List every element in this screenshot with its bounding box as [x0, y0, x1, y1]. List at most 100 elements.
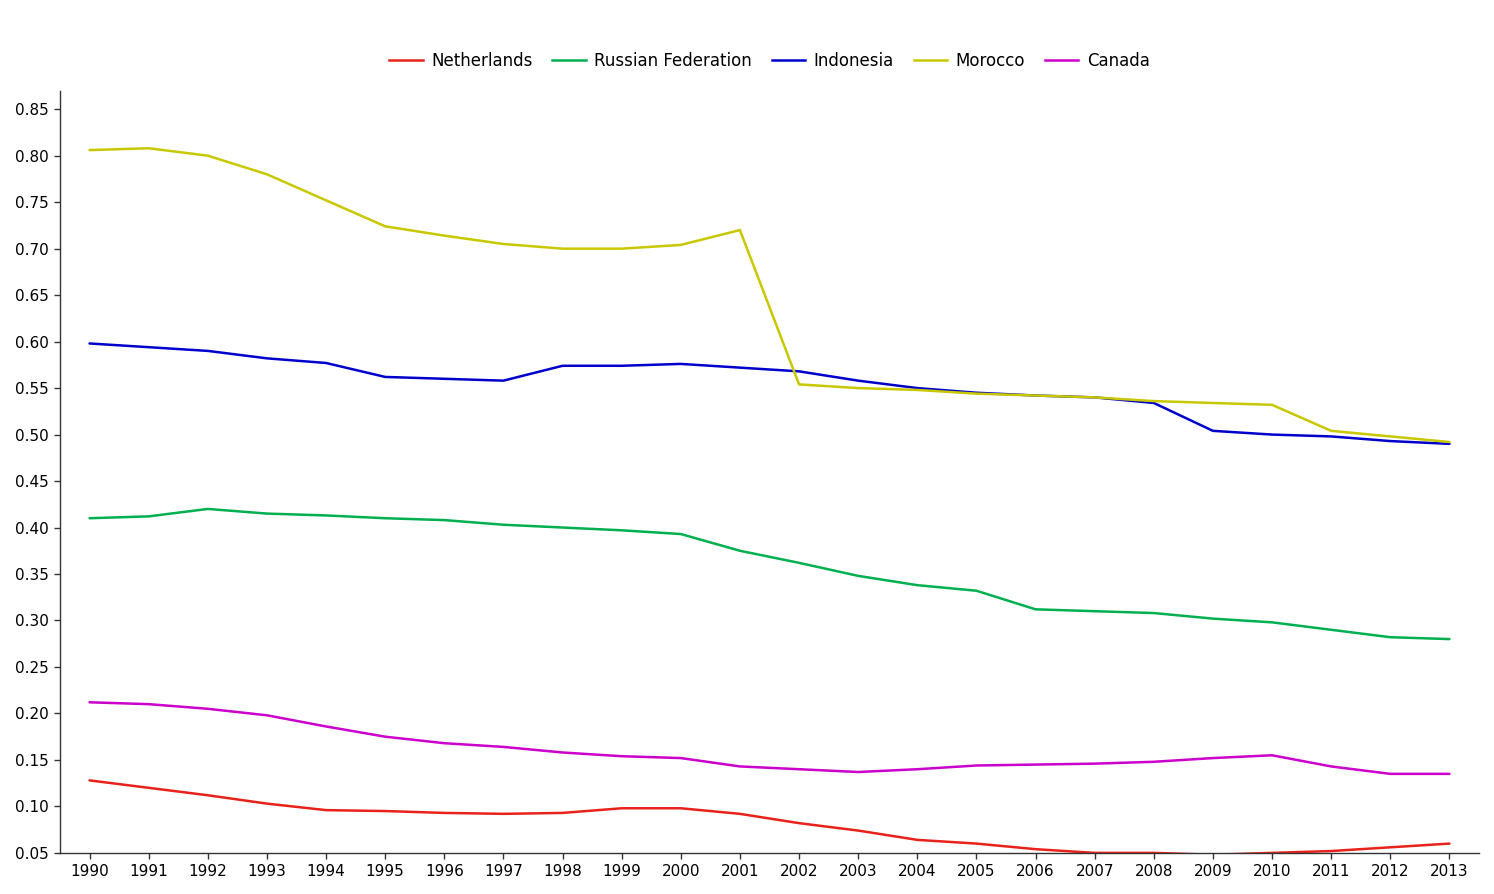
Morocco — [1086, 392, 1104, 402]
Russian Federation — [790, 558, 808, 569]
Russian Federation — [1026, 604, 1044, 615]
Canada — [908, 763, 926, 774]
Netherlands — [968, 839, 986, 849]
Netherlands — [849, 825, 867, 836]
Canada — [1382, 769, 1400, 780]
Morocco — [1144, 396, 1162, 407]
Netherlands — [317, 805, 335, 815]
Netherlands — [1026, 844, 1044, 855]
Line: Canada: Canada — [90, 703, 1449, 774]
Canada — [1322, 761, 1340, 772]
Canada — [554, 747, 572, 758]
Morocco — [968, 388, 986, 399]
Indonesia — [849, 375, 867, 386]
Line: Russian Federation: Russian Federation — [90, 509, 1449, 639]
Indonesia — [1204, 426, 1222, 436]
Netherlands — [140, 782, 158, 793]
Russian Federation — [1204, 613, 1222, 624]
Canada — [1026, 759, 1044, 770]
Indonesia — [1382, 435, 1400, 446]
Indonesia — [613, 360, 630, 371]
Morocco — [672, 240, 690, 250]
Morocco — [1204, 398, 1222, 409]
Canada — [258, 710, 276, 721]
Morocco — [790, 379, 808, 390]
Morocco — [1262, 400, 1280, 410]
Netherlands — [1204, 849, 1222, 860]
Canada — [81, 697, 99, 708]
Indonesia — [258, 353, 276, 364]
Russian Federation — [317, 510, 335, 521]
Line: Morocco: Morocco — [90, 148, 1449, 442]
Russian Federation — [495, 519, 512, 530]
Morocco — [435, 231, 453, 241]
Morocco — [495, 239, 512, 249]
Morocco — [81, 145, 99, 156]
Russian Federation — [1144, 608, 1162, 619]
Netherlands — [1144, 848, 1162, 858]
Netherlands — [258, 798, 276, 809]
Netherlands — [554, 807, 572, 818]
Russian Federation — [1322, 624, 1340, 635]
Canada — [1204, 753, 1222, 763]
Morocco — [613, 243, 630, 254]
Line: Indonesia: Indonesia — [90, 343, 1449, 443]
Morocco — [258, 169, 276, 180]
Netherlands — [495, 808, 512, 819]
Canada — [435, 738, 453, 748]
Indonesia — [790, 366, 808, 376]
Morocco — [1026, 390, 1044, 401]
Netherlands — [1262, 848, 1280, 858]
Canada — [790, 763, 808, 774]
Indonesia — [672, 358, 690, 369]
Canada — [199, 704, 217, 714]
Canada — [317, 721, 335, 732]
Indonesia — [1026, 390, 1044, 401]
Netherlands — [81, 775, 99, 786]
Netherlands — [731, 808, 748, 819]
Russian Federation — [731, 545, 748, 556]
Indonesia — [140, 342, 158, 352]
Indonesia — [495, 375, 512, 386]
Russian Federation — [376, 513, 394, 524]
Canada — [968, 760, 986, 771]
Legend: Netherlands, Russian Federation, Indonesia, Morocco, Canada: Netherlands, Russian Federation, Indones… — [382, 46, 1156, 77]
Canada — [140, 699, 158, 710]
Russian Federation — [968, 586, 986, 596]
Canada — [1144, 756, 1162, 767]
Netherlands — [376, 805, 394, 816]
Indonesia — [968, 387, 986, 398]
Russian Federation — [1262, 617, 1280, 628]
Indonesia — [908, 383, 926, 393]
Indonesia — [1440, 438, 1458, 449]
Netherlands — [1440, 839, 1458, 849]
Indonesia — [554, 360, 572, 371]
Morocco — [554, 243, 572, 254]
Morocco — [1382, 431, 1400, 442]
Canada — [495, 741, 512, 752]
Netherlands — [672, 803, 690, 814]
Morocco — [376, 221, 394, 232]
Canada — [731, 761, 748, 772]
Line: Netherlands: Netherlands — [90, 780, 1449, 855]
Canada — [1262, 750, 1280, 761]
Indonesia — [1262, 429, 1280, 440]
Russian Federation — [140, 511, 158, 522]
Morocco — [140, 143, 158, 154]
Morocco — [731, 224, 748, 235]
Canada — [376, 731, 394, 742]
Indonesia — [317, 358, 335, 368]
Indonesia — [81, 338, 99, 349]
Netherlands — [908, 834, 926, 845]
Morocco — [849, 383, 867, 393]
Canada — [672, 753, 690, 763]
Indonesia — [435, 374, 453, 384]
Russian Federation — [554, 522, 572, 533]
Morocco — [317, 195, 335, 206]
Canada — [1440, 769, 1458, 780]
Russian Federation — [672, 528, 690, 539]
Russian Federation — [1382, 632, 1400, 643]
Netherlands — [613, 803, 630, 814]
Morocco — [1440, 436, 1458, 447]
Indonesia — [1086, 392, 1104, 402]
